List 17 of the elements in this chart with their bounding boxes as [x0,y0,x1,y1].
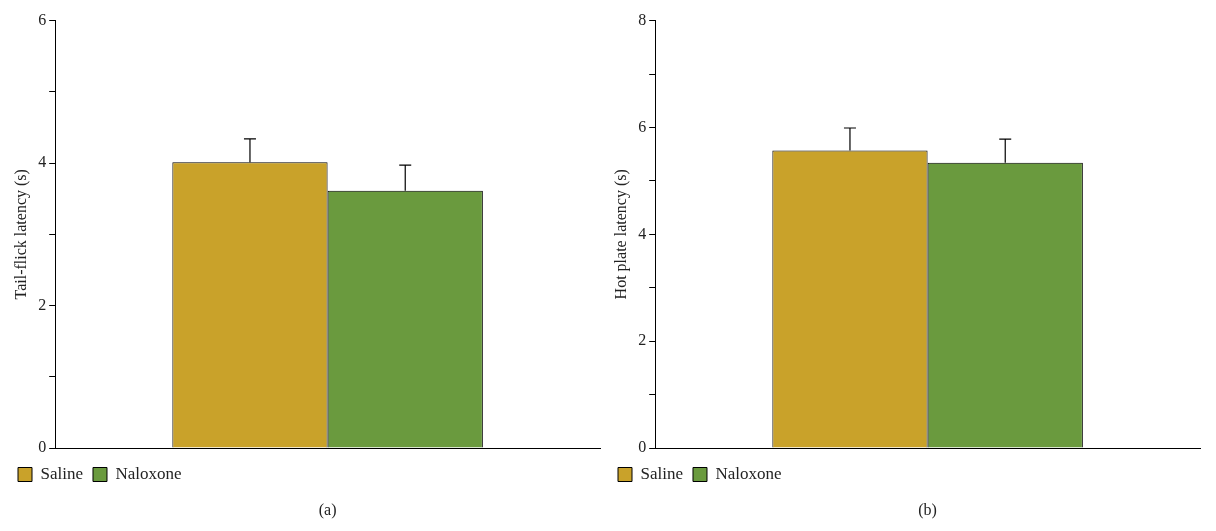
y-tick-label: 2 [38,295,47,313]
y-tick-label: 0 [638,438,647,456]
y-axis-title: Tail-flick latency (s) [11,169,30,300]
legend-label: Naloxone [715,463,782,483]
y-tick-label: 6 [38,10,47,28]
y-tick-label: 2 [638,331,647,349]
y-tick-label: 4 [638,224,647,242]
text: (b) [918,501,937,520]
y-axis-title: Hot plate latency (s) [611,169,630,300]
y-tick-label: 4 [38,153,47,171]
legend-label: Naloxone [115,463,182,483]
y-tick-label: 8 [638,10,647,28]
y-tick-label: 0 [38,438,47,456]
legend-label: Saline [40,463,83,483]
legend-label: Saline [640,463,683,483]
text: (a) [318,501,337,520]
y-tick-label: 6 [638,117,647,135]
